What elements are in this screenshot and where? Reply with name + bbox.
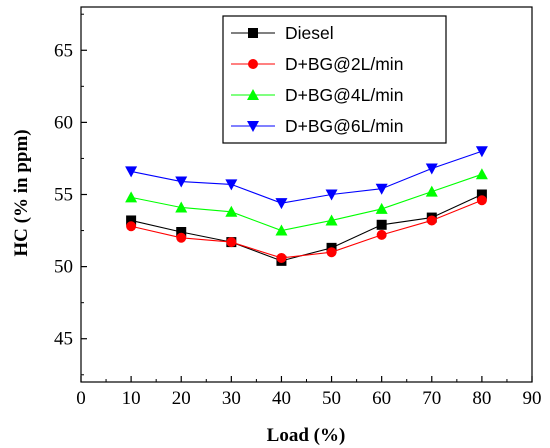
data-point <box>325 189 338 201</box>
x-tick-label: 90 <box>523 388 542 409</box>
y-axis-title: HC (% in ppm) <box>11 129 32 256</box>
legend-label: D+BG@2L/min <box>285 54 403 74</box>
data-point <box>375 202 388 214</box>
series-line <box>130 199 483 259</box>
data-point <box>176 227 187 237</box>
data-point <box>125 191 138 203</box>
x-tick-label: 80 <box>472 388 491 409</box>
data-point <box>175 201 188 213</box>
legend-swatch-marker <box>248 59 258 69</box>
y-tick-label: 65 <box>54 40 73 61</box>
data-point <box>475 146 488 158</box>
y-tick-label: 60 <box>54 112 73 133</box>
series-0 <box>126 189 487 266</box>
data-point <box>375 183 388 195</box>
x-tick-label: 70 <box>422 388 441 409</box>
data-point <box>275 224 288 236</box>
legend-label: D+BG@6L/min <box>285 116 403 136</box>
x-tick-label: 10 <box>122 388 141 409</box>
series-3 <box>125 146 488 210</box>
data-point <box>176 232 187 243</box>
x-tick-label: 0 <box>76 388 86 409</box>
data-point <box>325 214 338 226</box>
data-point <box>425 163 438 175</box>
data-point <box>276 252 287 263</box>
legend: Diesel D+BG@2L/min D+BG@4L/min D+BG@6L/min <box>222 15 447 144</box>
y-tick-label: 45 <box>54 329 73 350</box>
axes-layer: 0 10 20 30 40 50 60 70 80 90 45 50 55 60 65 <box>54 6 542 409</box>
data-point <box>476 189 487 200</box>
data-point <box>475 168 488 180</box>
data-point <box>126 215 137 226</box>
series-line <box>130 194 483 262</box>
x-tick-label: 20 <box>172 388 191 409</box>
legend-label: Diesel <box>285 23 334 43</box>
x-tick-label: 50 <box>322 388 341 409</box>
data-point <box>126 221 137 232</box>
legend-swatch-marker <box>247 89 259 100</box>
data-point <box>326 247 337 258</box>
legend-swatch-marker <box>247 121 259 132</box>
x-tick-label: 60 <box>372 388 391 409</box>
legend-box <box>222 15 447 144</box>
data-point <box>225 179 238 191</box>
data-point <box>425 185 438 197</box>
data-point <box>226 237 237 248</box>
series-2 <box>125 168 488 236</box>
y-tick-label: 50 <box>54 257 73 278</box>
x-tick-label: 30 <box>222 388 241 409</box>
x-axis-title: Load (%) <box>267 425 346 446</box>
series-line <box>131 150 483 204</box>
legend-swatch-marker <box>248 28 258 38</box>
y-tick-label: 55 <box>54 185 73 206</box>
data-point <box>175 176 188 188</box>
data-point <box>225 205 238 217</box>
data-point <box>376 229 387 240</box>
data-point <box>125 166 138 178</box>
series-layer <box>125 146 488 266</box>
data-point <box>476 195 487 206</box>
legend-label: D+BG@4L/min <box>285 85 403 105</box>
data-point <box>376 219 387 230</box>
series-1 <box>126 195 487 263</box>
series-line <box>131 173 483 232</box>
data-point <box>275 198 288 210</box>
x-tick-label: 40 <box>272 388 291 409</box>
data-point <box>426 215 437 226</box>
